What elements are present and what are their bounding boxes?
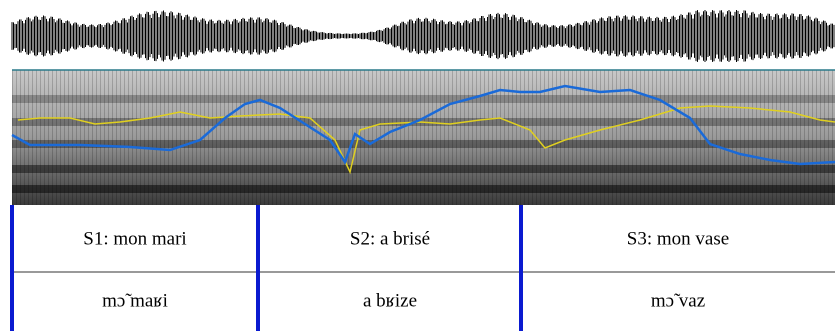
- waveform-trace: [11, 10, 835, 62]
- interval-label: mɔ̃ maʁi: [102, 290, 168, 311]
- pitch-curve: [11, 84, 835, 166]
- interval-label: S3: mon vase: [627, 228, 729, 249]
- waveform: [11, 10, 835, 62]
- interval-label: S1: mon mari: [83, 228, 186, 249]
- interval-label: a bʁize: [363, 290, 417, 311]
- spectrogram: [11, 69, 835, 205]
- text-grid: S1: mon mari S2: a brisé S3: mon vase mɔ…: [10, 205, 835, 331]
- intensity-curve: [17, 105, 835, 175]
- interval-label: S2: a brisé: [350, 228, 430, 249]
- interval-label: mɔ̃ vaz: [651, 290, 705, 311]
